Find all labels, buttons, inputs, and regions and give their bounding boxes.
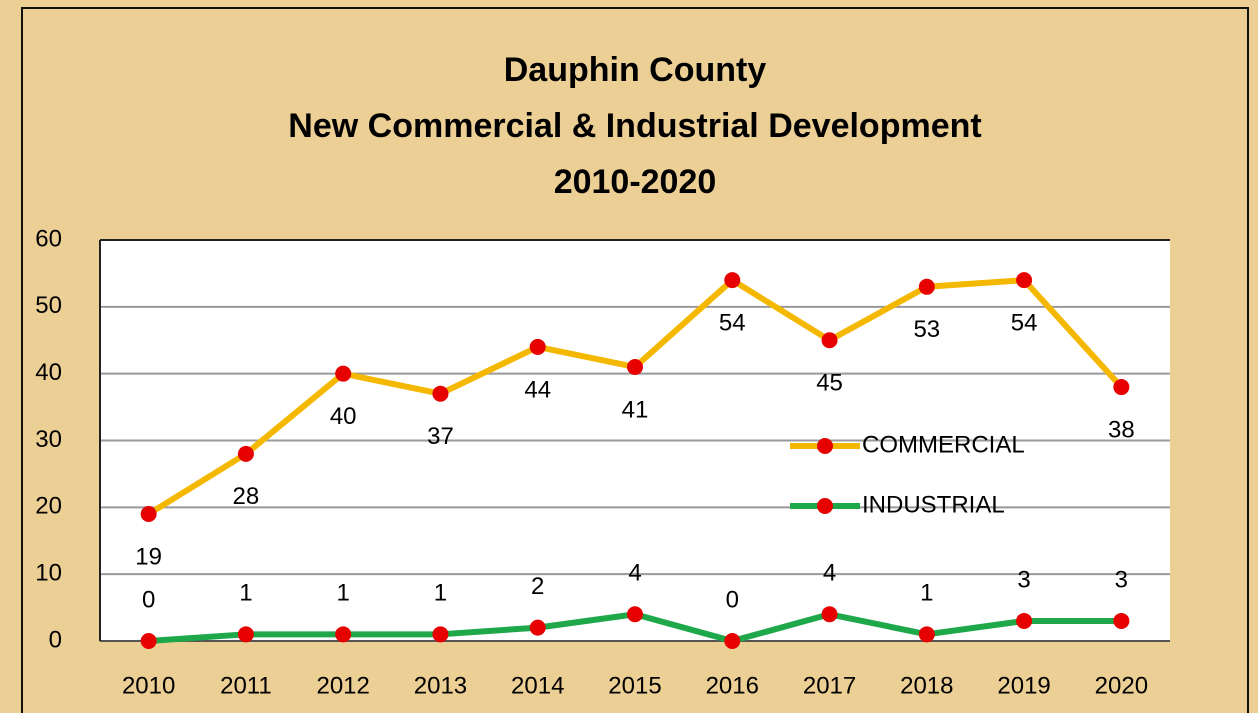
marker — [140, 633, 157, 649]
data-label: 3 — [1115, 566, 1128, 593]
marker — [1016, 612, 1033, 629]
data-label: 53 — [913, 316, 940, 343]
data-label: 1 — [434, 580, 447, 607]
x-tick-label: 2020 — [1095, 672, 1148, 699]
frame — [21, 7, 1249, 713]
y-tick-label: 60 — [35, 225, 62, 252]
chart-title: New Commercial & Industrial Development — [288, 107, 981, 145]
data-label: 19 — [135, 543, 162, 570]
marker — [237, 626, 254, 643]
data-label: 2 — [531, 573, 544, 600]
marker — [432, 385, 449, 402]
x-tick-label: 2012 — [316, 672, 369, 699]
x-tick-label: 2015 — [608, 672, 661, 699]
x-tick-label: 2019 — [997, 672, 1050, 699]
data-label: 45 — [816, 370, 843, 397]
data-label: 3 — [1017, 566, 1030, 593]
data-label: 28 — [233, 483, 260, 510]
marker — [237, 445, 254, 462]
marker — [821, 606, 838, 623]
marker — [627, 358, 643, 375]
marker — [1113, 612, 1130, 629]
x-tick-label: 2017 — [803, 672, 856, 699]
data-label: 44 — [524, 376, 551, 403]
data-label: 4 — [628, 560, 641, 587]
marker — [335, 365, 352, 382]
legend-label: COMMERCIAL — [862, 431, 1025, 458]
chart-title: Dauphin County — [504, 51, 767, 89]
legend-marker — [817, 498, 833, 514]
data-label: 0 — [726, 586, 739, 613]
data-label: 0 — [142, 586, 155, 613]
x-tick-label: 2013 — [414, 672, 467, 699]
x-tick-label: 2014 — [511, 672, 564, 699]
legend-label: INDUSTRIAL — [862, 491, 1005, 518]
y-tick-label: 50 — [35, 292, 62, 319]
data-label: 37 — [427, 423, 454, 450]
data-label: 1 — [337, 580, 350, 607]
x-tick-label: 2018 — [900, 672, 953, 699]
marker — [724, 272, 741, 289]
data-label: 38 — [1108, 416, 1135, 443]
y-tick-label: 40 — [35, 359, 62, 386]
data-label: 1 — [920, 580, 933, 607]
marker — [918, 626, 935, 643]
x-tick-label: 2011 — [220, 672, 272, 699]
marker — [627, 606, 643, 623]
data-label: 40 — [330, 403, 357, 430]
y-tick-label: 20 — [35, 493, 62, 520]
marker — [1016, 272, 1033, 289]
marker — [529, 619, 546, 636]
y-tick-label: 30 — [35, 426, 62, 453]
x-tick-label: 2016 — [706, 672, 759, 699]
chart-title: 2010-2020 — [554, 163, 717, 201]
marker — [140, 506, 157, 523]
marker — [821, 332, 838, 349]
x-tick-label: 2010 — [122, 672, 175, 699]
marker — [1113, 379, 1130, 396]
marker — [432, 626, 449, 643]
data-label: 41 — [622, 396, 649, 423]
y-tick-label: 10 — [35, 560, 62, 587]
data-label: 4 — [823, 560, 836, 587]
data-label: 54 — [719, 309, 746, 336]
y-tick-label: 0 — [49, 626, 62, 653]
marker — [724, 633, 741, 649]
marker — [529, 338, 546, 355]
data-label: 54 — [1011, 309, 1038, 336]
data-label: 1 — [239, 580, 252, 607]
legend-marker — [817, 438, 833, 454]
marker — [335, 626, 352, 643]
marker — [918, 278, 935, 295]
